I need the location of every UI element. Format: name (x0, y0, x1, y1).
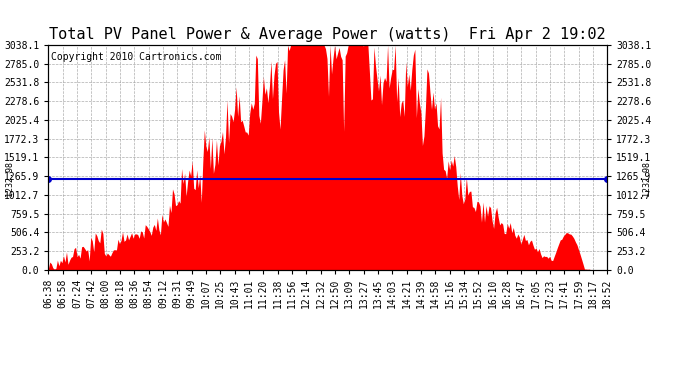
Text: 1232.98: 1232.98 (642, 161, 651, 196)
Text: Copyright 2010 Cartronics.com: Copyright 2010 Cartronics.com (51, 52, 221, 62)
Text: 1232.98: 1232.98 (5, 161, 14, 196)
Title: Total PV Panel Power & Average Power (watts)  Fri Apr 2 19:02: Total PV Panel Power & Average Power (wa… (50, 27, 606, 42)
